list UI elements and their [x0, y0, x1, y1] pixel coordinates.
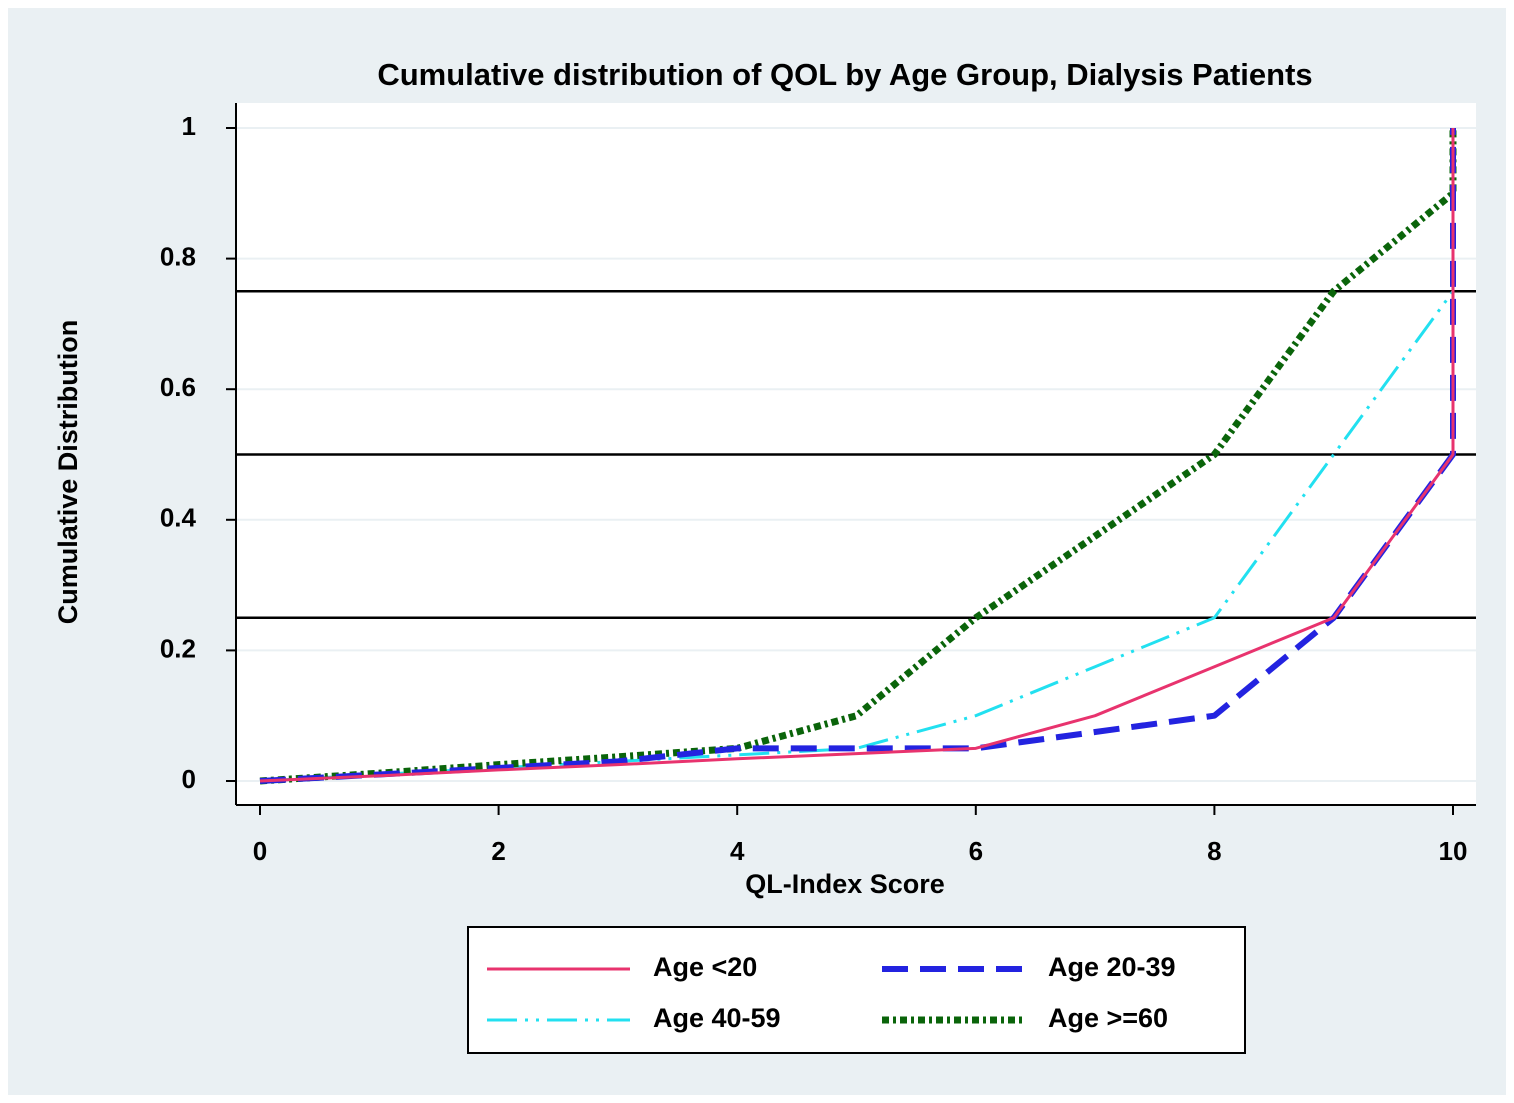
series-line	[259, 128, 1455, 783]
legend-label: Age >=60	[1048, 1003, 1168, 1033]
x-tick-label: 6	[969, 836, 983, 866]
legend-label: Age 20-39	[1048, 952, 1176, 982]
y-tick-label: 0.4	[160, 503, 197, 533]
y-axis-title: Cumulative Distribution	[53, 320, 83, 625]
x-tick-label: 4	[730, 836, 745, 866]
legend-label: Age 40-59	[653, 1003, 781, 1033]
legend-label: Age <20	[653, 952, 757, 982]
y-tick-label: 0.8	[160, 241, 196, 271]
x-tick-label: 0	[253, 836, 267, 866]
x-axis-title: QL-Index Score	[745, 869, 945, 899]
y-tick-label: 0	[182, 764, 196, 794]
x-tick-label: 2	[491, 836, 505, 866]
x-tick-label: 10	[1439, 836, 1468, 866]
chart-title: Cumulative distribution of QOL by Age Gr…	[377, 57, 1312, 92]
y-tick-label: 1	[182, 111, 196, 141]
y-tick-label: 0.6	[160, 372, 196, 402]
series-line	[259, 128, 1457, 785]
y-tick-label: 0.2	[160, 633, 196, 663]
legend	[467, 926, 1246, 1054]
x-tick-label: 8	[1207, 836, 1221, 866]
